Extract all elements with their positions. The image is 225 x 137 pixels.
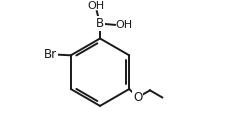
Text: B: B [96,17,104,30]
Text: OH: OH [115,20,132,30]
Text: O: O [133,91,142,104]
Text: Br: Br [44,48,57,61]
Text: OH: OH [87,1,104,11]
